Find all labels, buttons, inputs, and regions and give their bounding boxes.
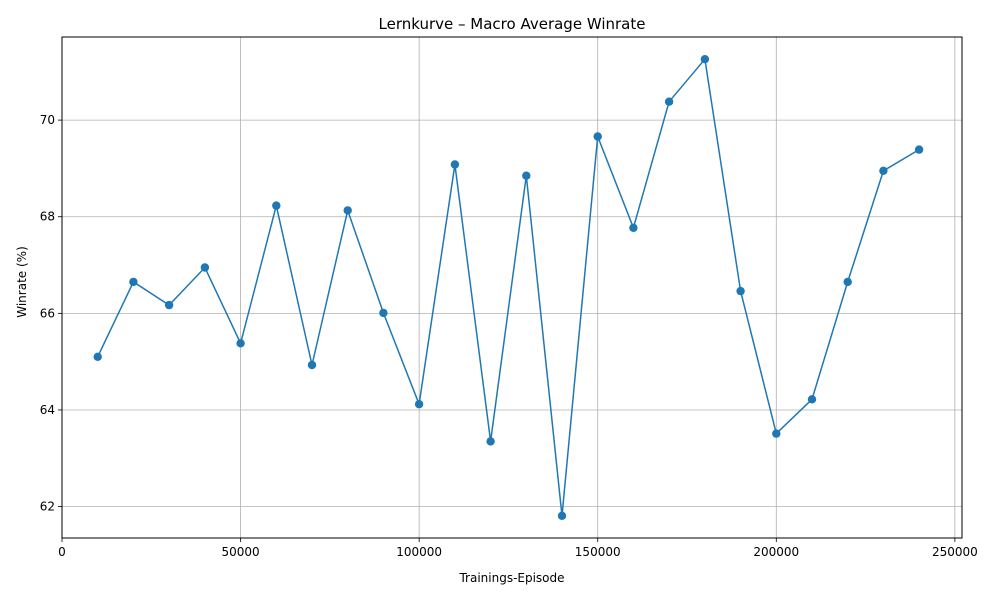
y-tick-label: 68 xyxy=(40,210,55,224)
data-point xyxy=(522,171,531,180)
x-tick-label: 50000 xyxy=(221,545,259,559)
y-tick-label: 62 xyxy=(40,500,55,514)
data-point xyxy=(772,429,781,438)
x-axis-label: Trainings-Episode xyxy=(458,571,564,585)
data-point xyxy=(200,263,210,272)
data-points xyxy=(93,55,924,520)
x-tick-label: 0 xyxy=(58,545,66,559)
data-point xyxy=(93,352,102,361)
y-tick-label: 66 xyxy=(40,306,55,320)
data-point xyxy=(843,277,852,287)
data-point xyxy=(343,206,352,215)
data-point xyxy=(664,97,674,106)
data-point xyxy=(593,132,602,141)
data-point xyxy=(629,223,638,232)
y-axis-label: Winrate (%) xyxy=(15,246,29,318)
data-point xyxy=(914,145,924,154)
series-line xyxy=(97,57,920,516)
data-point xyxy=(129,277,138,287)
data-point xyxy=(236,339,245,348)
plot-frame xyxy=(61,36,963,539)
data-point xyxy=(450,160,460,169)
data-point xyxy=(557,511,567,520)
grid-lines xyxy=(61,37,962,538)
data-point xyxy=(736,286,745,296)
data-point xyxy=(307,360,317,370)
x-axis: 0 50000 100000 150000 200000 250000 xyxy=(58,538,978,559)
data-point xyxy=(700,55,710,64)
y-axis: 62 64 66 68 70 xyxy=(40,113,62,514)
data-point xyxy=(414,400,424,409)
data-point xyxy=(164,300,174,310)
y-tick-label: 64 xyxy=(40,403,55,417)
x-tick-label: 150000 xyxy=(575,545,621,559)
data-point xyxy=(807,395,817,404)
x-tick-label: 100000 xyxy=(396,545,442,559)
chart-title: Lernkurve – Macro Average Winrate xyxy=(379,15,646,33)
x-tick-label: 250000 xyxy=(932,545,978,559)
y-tick-label: 70 xyxy=(40,113,55,127)
x-tick-label: 200000 xyxy=(753,545,799,559)
data-point xyxy=(379,308,388,318)
data-point xyxy=(486,437,495,446)
data-point xyxy=(272,201,281,210)
data-point xyxy=(879,166,888,175)
